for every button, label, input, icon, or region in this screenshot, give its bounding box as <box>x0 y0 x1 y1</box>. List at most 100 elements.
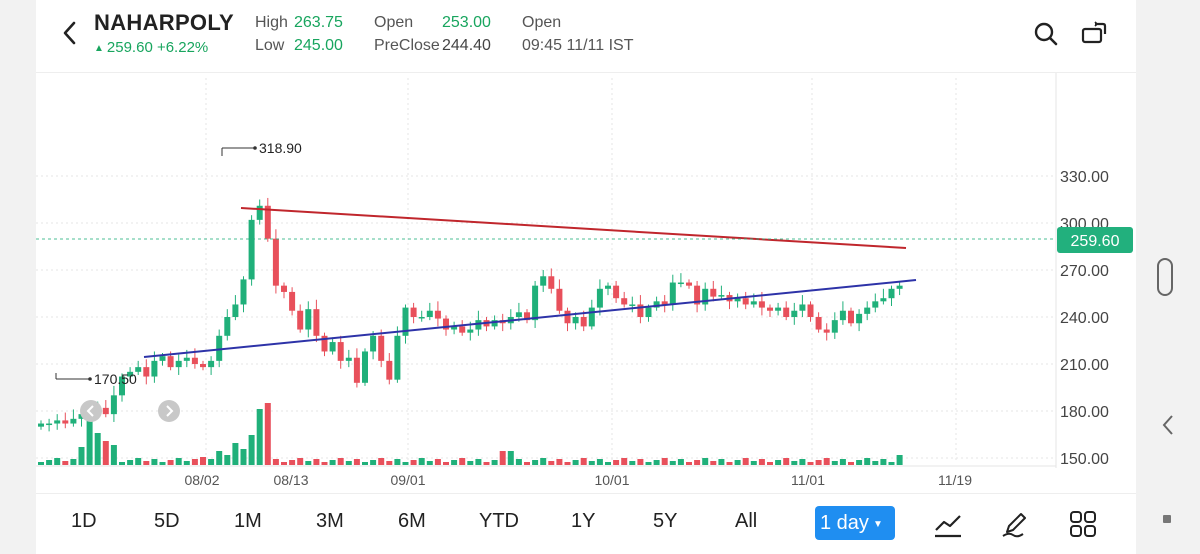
volume-bar <box>281 462 287 465</box>
quote-header: NAHARPOLY ▲ 259.60 +6.22% High 263.75 Low… <box>36 0 1136 68</box>
volume-bar <box>823 458 830 465</box>
volume-bar <box>629 461 636 465</box>
candle-body <box>540 276 547 286</box>
interval-dropdown[interactable]: 1 day ▼ <box>815 506 895 540</box>
x-tick-label: 10/01 <box>594 472 629 488</box>
volume-bar <box>864 458 871 465</box>
candle-body <box>491 320 498 327</box>
circle-right-icon[interactable] <box>158 400 180 422</box>
candle-body <box>183 357 190 361</box>
volume-bar <box>135 458 142 465</box>
candle-body <box>823 329 830 333</box>
x-tick-label: 08/13 <box>273 472 308 488</box>
candle-body <box>564 310 571 324</box>
volume-bar <box>272 459 279 465</box>
tab-1d[interactable]: 1D <box>71 510 97 532</box>
volume-bar <box>669 461 676 465</box>
tab-5y[interactable]: 5Y <box>653 510 678 532</box>
volume-bar <box>896 455 903 465</box>
line-chart-icon[interactable] <box>932 508 964 540</box>
nav-square-icon[interactable] <box>1163 515 1171 523</box>
volume-bar <box>240 449 247 465</box>
candle-body <box>394 335 401 380</box>
volume-bar <box>653 460 660 465</box>
circle-left-icon[interactable] <box>80 400 102 422</box>
candle-body <box>645 307 652 317</box>
y-tick-label: 210.00 <box>1060 357 1109 374</box>
candle-body <box>256 205 263 220</box>
tab-6m[interactable]: 6M <box>398 510 426 532</box>
low-marker-label: 170.50 <box>94 371 137 387</box>
candle-body <box>742 298 749 305</box>
candlestick-chart[interactable]: 318.90 170.50 330.00300.00270.00240.0021… <box>36 73 1136 493</box>
volume-bar <box>742 458 749 465</box>
candle-body <box>337 342 344 361</box>
volume-bar <box>661 458 668 465</box>
tab-1y[interactable]: 1Y <box>571 510 596 532</box>
candle-body <box>54 420 61 424</box>
y-tick-label: 330.00 <box>1060 169 1109 186</box>
candle-body <box>580 317 587 327</box>
candle-body <box>734 298 741 302</box>
volume-bar <box>856 460 863 465</box>
grid-icon[interactable] <box>1067 508 1099 540</box>
candle-body <box>321 335 328 352</box>
market-time: 09:45 11/11 IST <box>522 37 634 54</box>
candle-body <box>345 357 352 361</box>
candle-body <box>135 367 142 372</box>
volume-bar <box>102 441 109 465</box>
volume-bar <box>596 459 603 465</box>
candle-body <box>200 364 206 368</box>
volume-bar <box>758 459 765 465</box>
candle-body <box>767 307 773 311</box>
candle-body <box>588 307 595 327</box>
volume-bar <box>127 460 134 465</box>
candle-body <box>848 310 854 324</box>
x-axis: 08/02 08/13 09/01 10/01 11/01 11/19 <box>184 472 972 488</box>
volume-bar <box>54 458 61 465</box>
candle-body <box>653 301 660 308</box>
volume-bar <box>556 459 563 465</box>
volume-bar <box>799 459 806 465</box>
tab-5d[interactable]: 5D <box>154 510 180 532</box>
left-edge-bar <box>0 0 36 554</box>
scroll-handle[interactable] <box>1157 258 1173 296</box>
stock-chart-screen: NAHARPOLY ▲ 259.60 +6.22% High 263.75 Low… <box>36 0 1136 554</box>
volume-bar <box>839 459 846 465</box>
volume-bar <box>46 460 53 465</box>
volume-bar <box>297 458 304 465</box>
tab-ytd[interactable]: YTD <box>479 510 519 532</box>
preclose-label: PreClose <box>374 37 440 54</box>
open-label: Open <box>374 14 414 31</box>
volume-bar <box>183 461 190 465</box>
tab-1m[interactable]: 1M <box>234 510 262 532</box>
volume-bar <box>694 460 701 465</box>
candle-body <box>475 320 482 330</box>
pen-draw-icon[interactable] <box>999 508 1031 540</box>
volume-bar <box>394 459 401 465</box>
candle-body <box>702 288 709 305</box>
candle-body <box>799 304 806 311</box>
tab-all[interactable]: All <box>735 510 758 532</box>
candle-body <box>191 357 198 364</box>
volume-bar <box>451 460 458 465</box>
tab-3m[interactable]: 3M <box>316 510 344 532</box>
high-value: 263.75 <box>294 14 343 31</box>
volume-bar <box>548 461 555 465</box>
candle-body <box>718 295 725 297</box>
open-value: 253.00 <box>442 14 491 31</box>
volume-bars <box>38 403 903 465</box>
candle-body <box>240 279 247 305</box>
chevron-left-icon[interactable] <box>58 18 82 48</box>
volume-bar <box>564 462 571 465</box>
volume-bar <box>159 462 166 465</box>
volume-bar <box>783 458 790 465</box>
rotate-screen-icon[interactable] <box>1080 20 1108 48</box>
side-back-icon[interactable] <box>1158 412 1178 438</box>
volume-bar <box>191 459 198 465</box>
support-trendline <box>143 279 917 358</box>
x-tick-label: 11/19 <box>938 472 972 488</box>
preclose-value: 244.40 <box>442 37 491 54</box>
volume-bar <box>499 451 506 465</box>
search-icon[interactable] <box>1032 20 1060 48</box>
